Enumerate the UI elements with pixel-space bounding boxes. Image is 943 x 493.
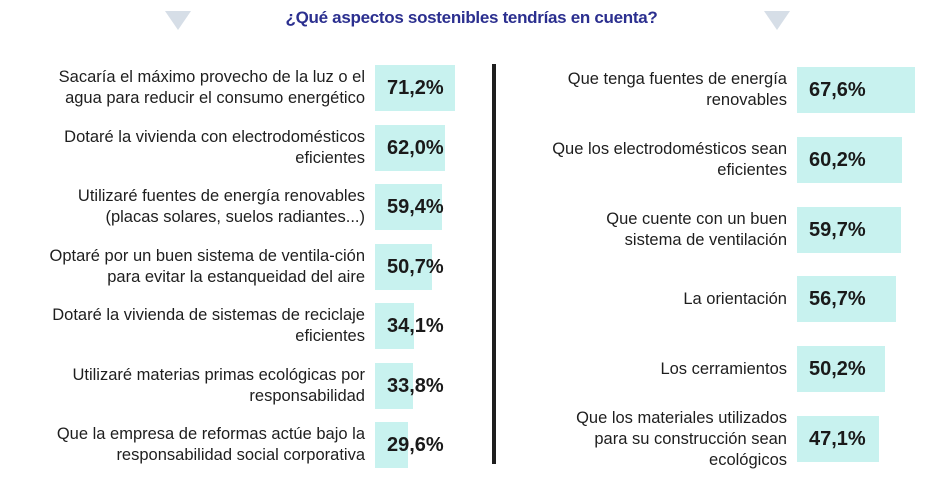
bar xyxy=(797,136,903,183)
bar-row: Utilizaré fuentes de energía renovables … xyxy=(0,184,943,230)
bar xyxy=(797,67,916,113)
bar xyxy=(797,276,897,323)
bar-row: Utilizaré materias primas ecológicas por… xyxy=(0,362,943,409)
category-label: Utilizaré materias primas ecológicas por… xyxy=(20,363,365,409)
bar-row: Que cuente con un buen sistema de ventil… xyxy=(0,206,943,253)
value-label: 71,2% xyxy=(387,77,444,99)
bar-row: Optaré por un buen sistema de ventila-ci… xyxy=(0,243,943,290)
category-label: Que los electrodomésticos sean eficiente… xyxy=(505,137,787,183)
category-label: Dotaré la vivienda de sistemas de recicl… xyxy=(20,303,365,349)
bar-row: Que los electrodomésticos sean eficiente… xyxy=(0,136,943,183)
bar-row: Dotaré la vivienda con electrodomésticos… xyxy=(0,124,943,171)
value-label: 67,6% xyxy=(809,79,866,101)
triangle-down-icon xyxy=(165,11,191,30)
category-label: Que tenga fuentes de energía renovables xyxy=(505,67,787,113)
bar xyxy=(375,124,446,171)
category-text: Que la empresa de reformas actúe bajo la… xyxy=(56,425,365,464)
value-label: 59,7% xyxy=(809,218,866,241)
value-label: 50,2% xyxy=(809,358,866,381)
value-label: 59,4% xyxy=(387,196,444,218)
category-label: Que la empresa de reformas actúe bajo la… xyxy=(20,422,365,468)
bar xyxy=(375,184,443,230)
bar-row: Que la empresa de reformas actúe bajo la… xyxy=(0,422,943,468)
category-text: Utilizaré materias primas ecológicas por… xyxy=(72,365,365,405)
bar-row: Sacaría el máximo provecho de la luz o e… xyxy=(0,65,943,111)
bar xyxy=(375,243,433,290)
bar xyxy=(375,362,414,409)
category-text: La orientación xyxy=(683,289,787,308)
category-label: Optaré por un buen sistema de ventila-ci… xyxy=(20,244,365,290)
category-text: Sacaría el máximo provecho de la luz o e… xyxy=(58,68,365,107)
category-text: Los cerramientos xyxy=(660,359,787,378)
category-label: Dotaré la vivienda con electrodomésticos… xyxy=(20,125,365,171)
bar xyxy=(797,206,902,253)
bar-row: Que tenga fuentes de energía renovables 6… xyxy=(0,67,943,113)
column-divider xyxy=(492,64,496,464)
value-label: 50,7% xyxy=(387,255,444,278)
bar xyxy=(375,422,409,468)
category-label: Utilizaré fuentes de energía renovables … xyxy=(20,184,365,230)
value-label: 33,8% xyxy=(387,374,444,397)
value-label: 29,6% xyxy=(387,434,444,456)
bar xyxy=(797,346,885,393)
category-text: Que tenga fuentes de energía renovables xyxy=(567,70,787,109)
value-label: 62,0% xyxy=(387,136,444,159)
bar-row: Los cerramientos 50,2% xyxy=(0,346,943,393)
value-label: 47,1% xyxy=(809,428,866,450)
category-label: Que los materiales utilizados para su co… xyxy=(505,409,787,469)
bar xyxy=(375,303,414,349)
value-label: 60,2% xyxy=(809,148,866,171)
bar-row: Dotaré la vivienda de sistemas de recicl… xyxy=(0,303,943,349)
category-label: La orientación xyxy=(505,276,787,322)
category-text: Que cuente con un buen sistema de ventil… xyxy=(606,209,787,249)
category-label: Sacaría el máximo provecho de la luz o e… xyxy=(20,65,365,111)
category-label: Que cuente con un buen sistema de ventil… xyxy=(505,207,787,253)
bar-row: La orientación 56,7% xyxy=(0,276,943,323)
category-text: Que los materiales utilizados para su co… xyxy=(576,408,787,469)
category-text: Dotaré la vivienda de sistemas de recicl… xyxy=(52,306,365,345)
value-label: 56,7% xyxy=(809,288,866,311)
category-text: Que los electrodomésticos sean eficiente… xyxy=(552,139,787,179)
category-text: Utilizaré fuentes de energía renovables … xyxy=(77,187,365,226)
bar-row: Que los materiales utilizados para su co… xyxy=(0,409,943,469)
bar xyxy=(375,65,456,111)
category-label: Los cerramientos xyxy=(505,346,787,392)
bar xyxy=(797,416,880,462)
category-text: Dotaré la vivienda con electrodomésticos… xyxy=(64,127,365,167)
category-text: Optaré por un buen sistema de ventila-ci… xyxy=(49,246,365,286)
chart-title: ¿Qué aspectos sostenibles tendrías en cu… xyxy=(285,8,658,27)
triangle-down-icon xyxy=(764,11,790,30)
value-label: 34,1% xyxy=(387,315,444,337)
